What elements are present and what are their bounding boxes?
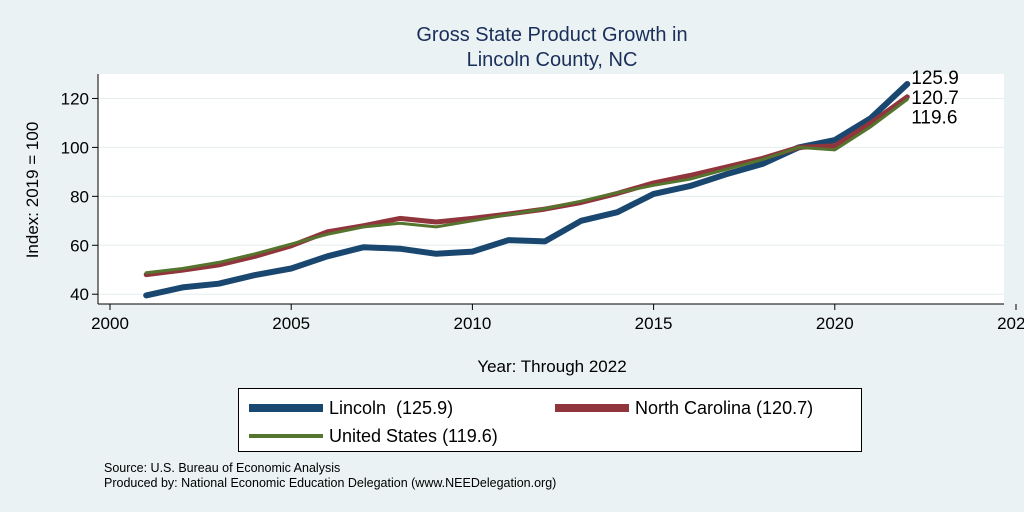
legend-item-united-states: United States (119.6) [249,426,498,446]
x-tick-label-2000: 2000 [91,314,129,333]
plot-area [98,74,1004,304]
source-note: Source: U.S. Bureau of Economic Analysis [104,461,341,475]
series-line-united-states [144,97,909,275]
legend-swatch-north-carolina [555,404,629,412]
end-label-north-carolina: 120.7 [911,88,959,109]
footnotes: Source: U.S. Bureau of Economic Analysis… [104,461,556,491]
x-tick-label-2015: 2015 [635,314,673,333]
x-tick-label-2010: 2010 [453,314,491,333]
end-label-united-states: 119.6 [911,107,957,128]
legend-swatch-lincoln [249,404,323,412]
x-tick-label-2005: 2005 [272,314,310,333]
x-axis-title: Year: Through 2022 [477,357,626,376]
y-tick-label-40: 40 [70,285,89,304]
legend-label-united-states: United States (119.6) [329,425,498,446]
end-label-lincoln: 125.9 [911,68,959,89]
y-tick-label-60: 60 [70,236,89,255]
series-group [143,81,911,299]
legend-item-lincoln: Lincoln (125.9) [249,398,453,418]
producer-note: Produced by: National Economic Education… [104,476,557,490]
legend-item-north-carolina: North Carolina (120.7) [555,398,813,418]
legend-swatch-united-states [249,434,323,438]
y-tick-label-120: 120 [61,89,89,108]
y-tick-label-100: 100 [61,138,89,157]
chart-title-line-1: Gross State Product Growth in [416,24,687,46]
y-axis-title: Index: 2019 = 100 [23,122,42,259]
series-line-lincoln [143,81,911,299]
legend-label-lincoln: Lincoln (125.9) [329,397,454,418]
chart-title-line-2: Lincoln County, NC [467,49,638,71]
legend-label-north-carolina: North Carolina (120.7) [635,397,814,418]
y-tick-label-80: 80 [70,187,89,206]
gridlines [98,97,1004,295]
x-tick-label-2025: 2025 [997,314,1024,333]
x-tick-label-2020: 2020 [816,314,854,333]
axes: 40 60 80 100 120 2000 2005 2010 2015 2020 2025 [61,74,1024,333]
legend: Lincoln (125.9) North Carolina (120.7) U… [238,388,862,452]
